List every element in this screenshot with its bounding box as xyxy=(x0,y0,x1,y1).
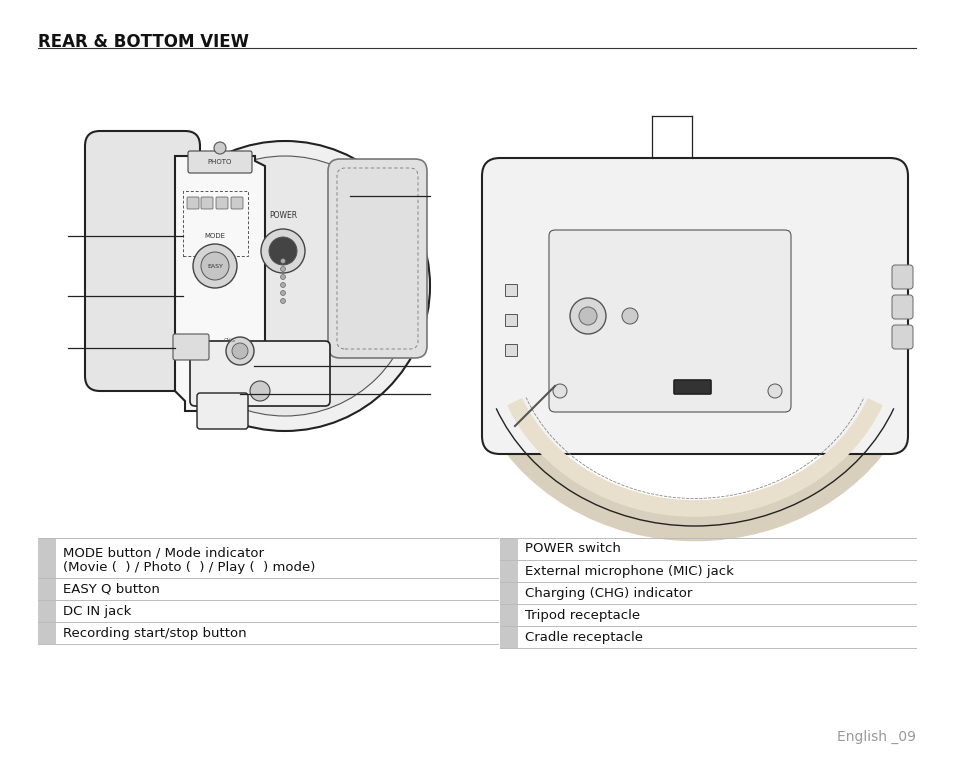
Circle shape xyxy=(154,156,415,416)
Text: EASY Q button: EASY Q button xyxy=(63,582,160,595)
Bar xyxy=(499,538,517,560)
Polygon shape xyxy=(174,156,265,411)
Bar xyxy=(38,538,56,578)
Circle shape xyxy=(280,274,285,280)
Bar xyxy=(38,622,56,644)
Circle shape xyxy=(280,258,285,264)
Circle shape xyxy=(569,298,605,334)
Circle shape xyxy=(226,337,253,365)
Text: DC IN jack: DC IN jack xyxy=(63,604,132,617)
FancyBboxPatch shape xyxy=(188,151,252,173)
Bar xyxy=(499,626,517,648)
Bar xyxy=(499,560,517,582)
FancyBboxPatch shape xyxy=(215,197,228,209)
FancyBboxPatch shape xyxy=(673,380,710,394)
FancyBboxPatch shape xyxy=(231,197,243,209)
Text: POWER: POWER xyxy=(269,211,296,220)
Circle shape xyxy=(213,142,226,154)
Circle shape xyxy=(280,290,285,296)
FancyBboxPatch shape xyxy=(85,131,200,391)
Bar xyxy=(504,314,517,326)
FancyBboxPatch shape xyxy=(891,295,912,319)
Text: REAR & BOTTOM VIEW: REAR & BOTTOM VIEW xyxy=(38,33,249,51)
Bar xyxy=(38,578,56,600)
Text: EASY: EASY xyxy=(207,264,223,269)
FancyBboxPatch shape xyxy=(328,159,427,358)
Circle shape xyxy=(578,307,597,325)
Text: (Movie (  ) / Photo (  ) / Play (  ) mode): (Movie ( ) / Photo ( ) / Play ( ) mode) xyxy=(63,561,315,574)
Circle shape xyxy=(193,244,236,288)
FancyBboxPatch shape xyxy=(891,265,912,289)
Text: External microphone (MIC) jack: External microphone (MIC) jack xyxy=(524,565,733,578)
FancyBboxPatch shape xyxy=(187,197,199,209)
FancyBboxPatch shape xyxy=(196,393,248,429)
FancyBboxPatch shape xyxy=(481,158,907,454)
Text: Charging (CHG) indicator: Charging (CHG) indicator xyxy=(524,587,692,600)
Bar xyxy=(499,582,517,604)
Circle shape xyxy=(767,384,781,398)
Text: MODE button / Mode indicator: MODE button / Mode indicator xyxy=(63,546,264,559)
Text: Cradle receptacle: Cradle receptacle xyxy=(524,630,642,643)
Text: Tripod receptacle: Tripod receptacle xyxy=(524,608,639,621)
FancyBboxPatch shape xyxy=(201,197,213,209)
Text: CHG: CHG xyxy=(224,338,235,343)
Circle shape xyxy=(201,252,229,280)
FancyBboxPatch shape xyxy=(172,334,209,360)
Circle shape xyxy=(140,141,430,431)
Circle shape xyxy=(553,384,566,398)
Text: MODE: MODE xyxy=(204,233,225,239)
Text: Recording start/stop button: Recording start/stop button xyxy=(63,627,247,640)
Bar xyxy=(504,284,517,296)
Bar xyxy=(183,191,248,256)
Circle shape xyxy=(621,308,638,324)
Circle shape xyxy=(280,283,285,287)
FancyBboxPatch shape xyxy=(190,341,330,406)
Text: PHOTO: PHOTO xyxy=(208,159,232,165)
Circle shape xyxy=(269,237,296,265)
Circle shape xyxy=(232,343,248,359)
Text: English _09: English _09 xyxy=(836,730,915,744)
Circle shape xyxy=(280,267,285,271)
Circle shape xyxy=(280,299,285,303)
Text: POWER switch: POWER switch xyxy=(524,542,620,555)
Circle shape xyxy=(250,381,270,401)
FancyBboxPatch shape xyxy=(548,230,790,412)
Bar xyxy=(504,344,517,356)
FancyBboxPatch shape xyxy=(891,325,912,349)
Circle shape xyxy=(261,229,305,273)
Bar xyxy=(38,600,56,622)
Bar xyxy=(499,604,517,626)
